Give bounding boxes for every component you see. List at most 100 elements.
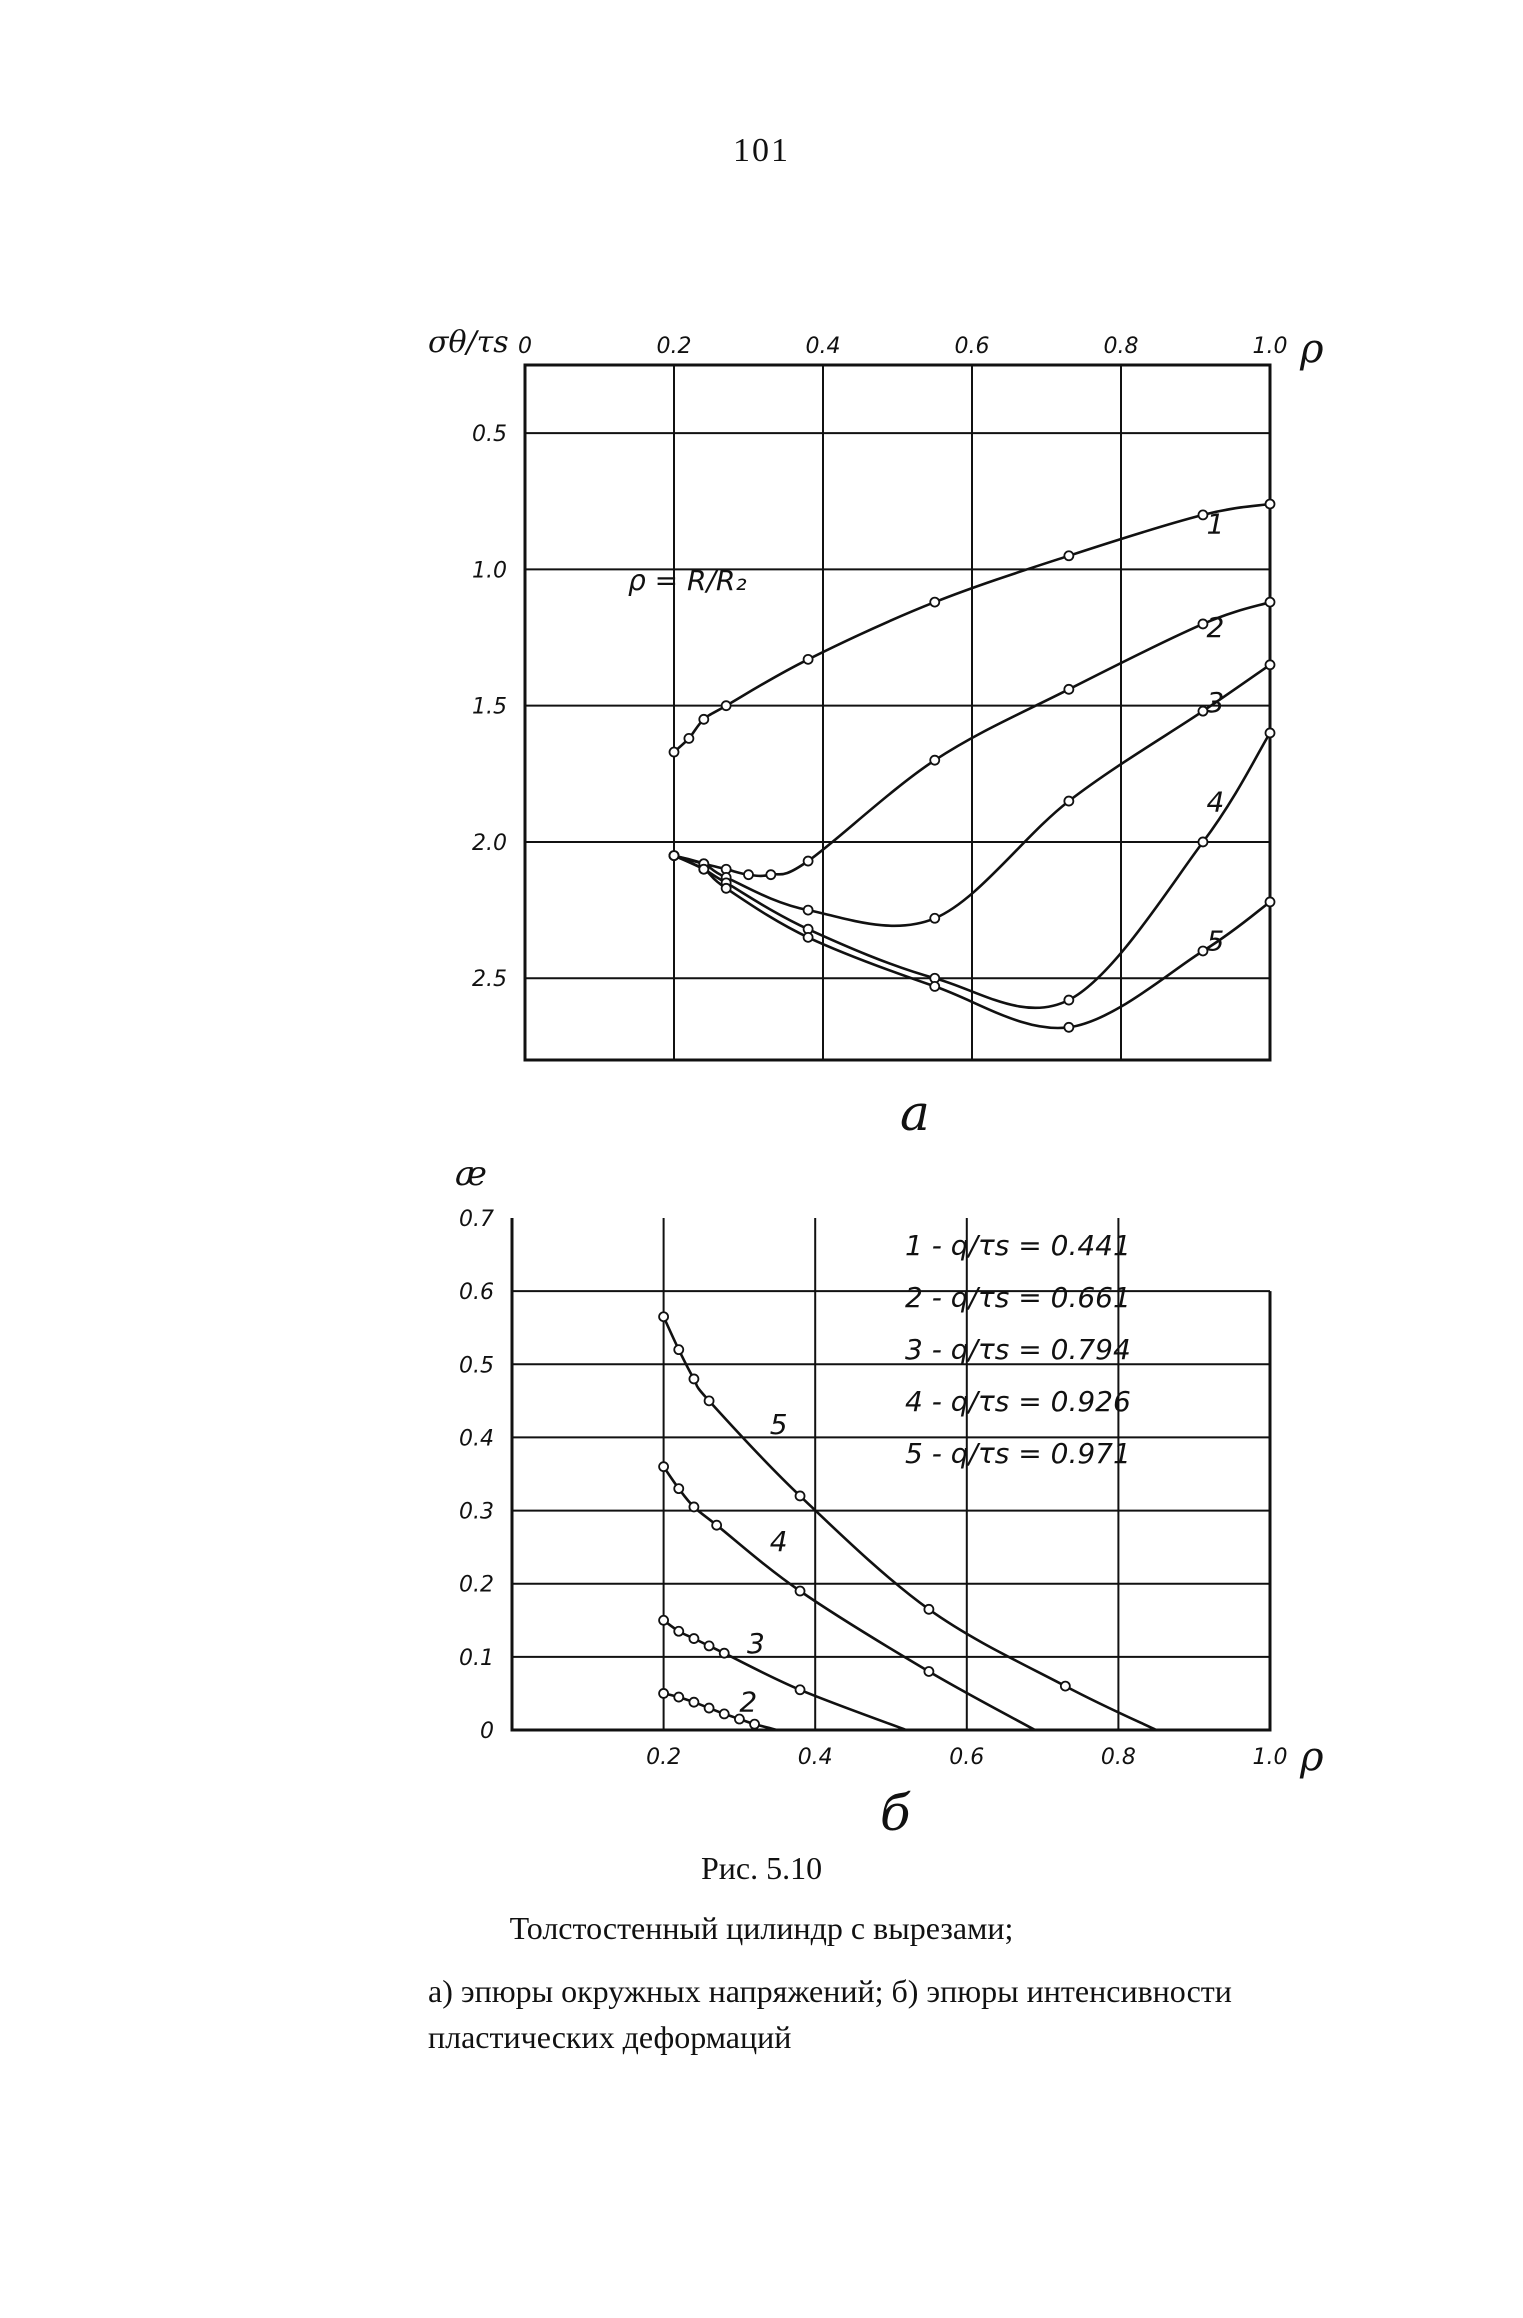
chart-a-x-ticks: 0 0.2 0.4 0.6 0.8 1.0 [518, 334, 1288, 359]
chart-b-point [658, 1461, 669, 1473]
chart-b-point [688, 1501, 700, 1513]
chart-b-point [749, 1718, 760, 1730]
chart-b-point [688, 1633, 700, 1644]
chart-b-series-label-3: 3 [747, 1627, 765, 1660]
chart-b-ylabel: æ [455, 1154, 487, 1194]
figure-number: Рис. 5.10 [700, 1850, 823, 1886]
chart-a-point [743, 869, 754, 881]
chart-b-y-tick: 0.5 [459, 1353, 494, 1378]
chart-a-series-label-4: 4 [1206, 785, 1224, 818]
chart-a-point [1264, 727, 1276, 739]
figure-title: Толстостенный цилиндр с вырезами; [509, 1910, 1014, 1946]
chart-a-series-label-3: 3 [1206, 686, 1224, 719]
chart-b-point [688, 1373, 700, 1385]
chart-b-series-4 [662, 1465, 1036, 1732]
chart-a-point [1264, 659, 1276, 671]
chart-a-point [802, 855, 814, 867]
chart-b-point [703, 1702, 715, 1714]
chart-a-point [683, 732, 695, 744]
chart-b-legend: 1 - q/τs = 0.441 2 - q/τs = 0.661 3 - q/τs… [905, 1229, 1131, 1470]
chart-b-y-tick: 0.1 [459, 1646, 494, 1671]
chart-panel-a: 0 0.2 0.4 0.6 0.8 1.0 0.5 1.0 1.5 2.0 2.5 1 2 3 4 5 ρ… [428, 325, 1324, 1142]
chart-b-point [794, 1585, 806, 1597]
chart-b-y-tick: 0.4 [459, 1426, 494, 1451]
figure-description: а) эпюры окружных напряжений; б) эпюры и… [428, 1968, 1508, 2061]
chart-b-y-tick: 0.3 [459, 1500, 494, 1525]
chart-a-point [1264, 498, 1276, 510]
chart-b-point [673, 1625, 685, 1637]
chart-a-series [668, 498, 1276, 1033]
chart-a-point [1063, 994, 1075, 1006]
chart-a-point [929, 981, 941, 992]
chart-b-legend-item: 2 - q/τs = 0.661 [905, 1281, 1131, 1314]
chart-a-y-tick: 0.5 [472, 422, 507, 447]
chart-a-point [668, 850, 680, 861]
chart-b-xlabel: ρ [1299, 1734, 1324, 1780]
chart-a-point [1197, 836, 1209, 848]
chart-b-point [734, 1713, 745, 1725]
chart-b-x-ticks: 0.2 0.4 0.6 0.8 1.0 [646, 1745, 1287, 1770]
chart-b-x-tick: 1.0 [1253, 1745, 1288, 1770]
chart-b-point [794, 1684, 806, 1696]
chart-b-point [923, 1603, 935, 1615]
chart-b-legend-item: 1 - q/τs = 0.441 [905, 1229, 1131, 1262]
figure-description-line-1: а) эпюры окружных напряжений; б) эпюры и… [428, 1973, 1232, 2009]
chart-a-x-tick: 0.2 [657, 334, 692, 359]
chart-b-y-tick: 0.6 [459, 1280, 494, 1305]
chart-a-x-tick: 0 [518, 334, 532, 359]
chart-a-point [929, 596, 941, 608]
chart-b-frame [510, 1218, 1272, 1732]
chart-a-point [1197, 618, 1209, 630]
chart-a-series-labels: 1 2 3 4 5 [1206, 507, 1224, 957]
chart-a-point [720, 882, 732, 894]
chart-b-point [711, 1519, 723, 1531]
chart-a-point [1264, 896, 1276, 908]
chart-b-y-tick: 0 [480, 1719, 494, 1744]
chart-a-ylabel: σθ/τs [428, 325, 509, 360]
chart-a-series-3 [673, 663, 1271, 928]
chart-b-y-tick: 0.7 [459, 1207, 494, 1232]
chart-b-legend-item: 3 - q/τs = 0.794 [905, 1333, 1131, 1366]
figure-description-line-2: пластических деформаций [428, 2019, 792, 2056]
chart-panel-b: 0.2 0.4 0.6 0.8 1.0 0 0.1 0.2 0.3 0.4 0.5 0.6 0.7 2… [455, 1154, 1324, 1842]
chart-b-series [658, 1311, 1157, 1732]
chart-a-point [802, 653, 814, 665]
chart-b-y-tick: 0.2 [459, 1573, 494, 1598]
panel-a-label: а [900, 1084, 930, 1142]
chart-a-x-tick: 0.6 [955, 334, 990, 359]
chart-b-point [718, 1708, 730, 1720]
chart-b-grid [512, 1218, 1270, 1730]
chart-a-point [1063, 795, 1075, 807]
chart-b-series-label-5: 5 [770, 1408, 788, 1441]
chart-a-point [698, 713, 710, 725]
chart-b-series-label-4: 4 [770, 1525, 788, 1558]
chart-b-point [703, 1640, 715, 1652]
chart-b-point [658, 1614, 669, 1626]
chart-a-xlabel: ρ [1299, 326, 1324, 372]
chart-a-point [1063, 550, 1075, 562]
chart-b-point [794, 1490, 806, 1502]
chart-a-frame [523, 363, 1272, 1062]
chart-b-point [673, 1691, 685, 1703]
chart-b-x-tick: 0.6 [949, 1745, 984, 1770]
page-number: 101 [733, 132, 790, 169]
chart-a-x-tick: 0.4 [806, 334, 841, 359]
chart-a-point [1197, 945, 1209, 957]
chart-a-x-tick: 0.8 [1104, 334, 1139, 359]
chart-a-point [1063, 1021, 1075, 1033]
chart-a-series-label-5: 5 [1206, 924, 1224, 957]
chart-a-y-tick: 2.5 [472, 967, 507, 992]
chart-b-x-tick: 0.2 [646, 1745, 681, 1770]
chart-b-x-tick: 0.4 [798, 1745, 833, 1770]
chart-b-point [718, 1647, 730, 1659]
chart-b-point [673, 1344, 685, 1356]
chart-a-grid [525, 365, 1270, 1060]
chart-b-point [688, 1696, 700, 1708]
chart-a-point [802, 931, 814, 943]
chart-a-point [929, 912, 941, 924]
chart-a-y-ticks: 0.5 1.0 1.5 2.0 2.5 [472, 422, 507, 992]
chart-b-point [703, 1395, 715, 1407]
chart-a-y-tick: 1.5 [472, 695, 507, 720]
chart-a-x-tick: 1.0 [1253, 334, 1288, 359]
